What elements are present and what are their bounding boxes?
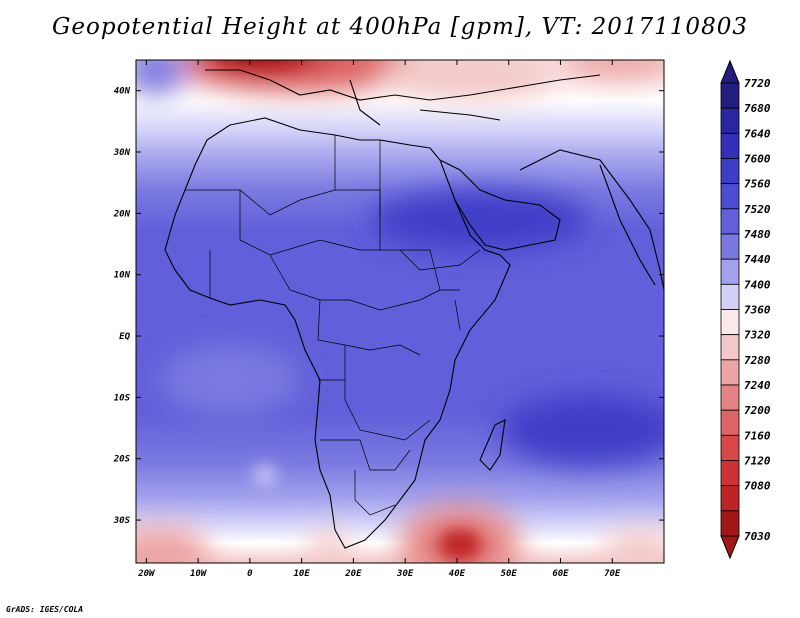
lon-tick-label: 50E bbox=[501, 569, 518, 579]
colorbar-label: 7120 bbox=[744, 455, 771, 468]
height-field bbox=[136, 60, 664, 563]
colorbar-label: 7160 bbox=[744, 429, 771, 442]
colorbar-label: 7400 bbox=[744, 278, 771, 291]
colorbar-swatch bbox=[720, 334, 740, 361]
lat-tick-label: 30S bbox=[113, 516, 131, 526]
colorbar-swatch bbox=[720, 384, 740, 411]
coastlines bbox=[164, 69, 664, 549]
map-title: Geopotential Height at 400hPa [gpm], VT:… bbox=[52, 14, 748, 40]
colorbar-label: 7520 bbox=[744, 203, 771, 216]
colorbar-swatch bbox=[720, 107, 740, 134]
colorbar-label: 7080 bbox=[744, 480, 771, 493]
colorbar-label: 7360 bbox=[744, 304, 771, 317]
lat-tick-label: 20S bbox=[113, 455, 131, 465]
colorbar-swatch bbox=[720, 158, 740, 185]
lon-tick-label: 10E bbox=[294, 569, 311, 579]
colorbar-label: 7720 bbox=[744, 77, 771, 90]
colorbar: 7720 7680 7640 7600 7560 7520 7480 7440 7400 7360… bbox=[720, 59, 771, 560]
colorbar-swatch bbox=[720, 233, 740, 260]
colorbar-swatch bbox=[720, 485, 740, 512]
colorbar-swatch bbox=[720, 409, 740, 436]
colorbar-swatch bbox=[720, 132, 740, 159]
colorbar-label: 7560 bbox=[744, 178, 771, 191]
lon-tick-label: 30E bbox=[396, 569, 414, 579]
lat-tick-label: 30N bbox=[113, 148, 131, 158]
lon-tick-label: 70E bbox=[604, 569, 621, 579]
colorbar-label: 7320 bbox=[744, 329, 771, 342]
colorbar-top-arrow bbox=[720, 59, 740, 84]
colorbar-swatch bbox=[720, 359, 740, 386]
colorbar-label: 7600 bbox=[744, 153, 771, 166]
software-credit: GrADS: IGES/COLA bbox=[6, 605, 84, 614]
lon-tick-label: 20W bbox=[137, 569, 156, 579]
lat-tick-label: 20N bbox=[113, 209, 131, 219]
lon-tick-label: 0 bbox=[247, 569, 253, 579]
colorbar-swatch bbox=[720, 208, 740, 235]
colorbar-swatch bbox=[720, 434, 740, 461]
colorbar-label: 7030 bbox=[744, 530, 771, 543]
colorbar-swatch bbox=[720, 283, 740, 310]
colorbar-label: 7640 bbox=[744, 127, 771, 140]
colorbar-label: 7440 bbox=[744, 253, 771, 266]
colorbar-swatch bbox=[720, 183, 740, 210]
country-borders bbox=[185, 135, 481, 516]
colorbar-bottom-arrow bbox=[720, 535, 740, 560]
map-axes: 20W 10W 0 10E 20E 30E 40E 50E 60E 70E 40N 30N 20N 10N… bbox=[113, 60, 664, 579]
colorbar-swatch bbox=[720, 258, 740, 285]
lon-tick-label: 10W bbox=[190, 569, 208, 579]
colorbar-label: 7280 bbox=[744, 354, 771, 367]
colorbar-label: 7480 bbox=[744, 228, 771, 241]
colorbar-label: 7200 bbox=[744, 404, 771, 417]
colorbar-swatch bbox=[720, 82, 740, 109]
lon-tick-label: 40E bbox=[449, 569, 466, 579]
colorbar-swatch bbox=[720, 309, 740, 336]
colorbar-label: 7240 bbox=[744, 379, 771, 392]
colorbar-swatch bbox=[720, 460, 740, 487]
lon-tick-label: 20E bbox=[344, 569, 362, 579]
lat-tick-label: 40N bbox=[114, 87, 131, 97]
colorbar-label: 7680 bbox=[744, 102, 771, 115]
lat-tick-label: 10S bbox=[114, 393, 131, 403]
plot-frame bbox=[135, 59, 665, 564]
colorbar-swatch bbox=[720, 510, 740, 537]
lon-tick-label: 60E bbox=[552, 569, 569, 579]
lat-tick-label: EQ bbox=[119, 332, 130, 342]
lat-tick-label: 10N bbox=[114, 271, 131, 281]
